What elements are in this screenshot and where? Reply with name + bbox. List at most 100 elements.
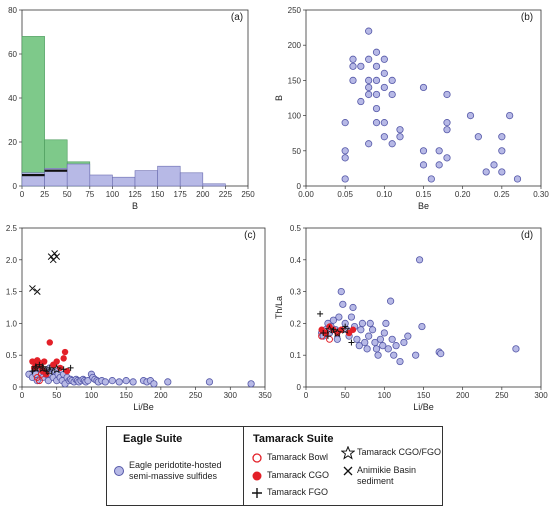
panel-b-eagle-point bbox=[372, 119, 381, 127]
panel-d-eagle-point bbox=[349, 303, 357, 312]
panel-c-xtick-label: 0 bbox=[20, 391, 25, 400]
panel-b-eagle-point bbox=[372, 90, 381, 99]
legend-tamarack-cgo: Tamarack CGO bbox=[267, 470, 330, 480]
panel-b-eagle-point bbox=[435, 147, 443, 155]
panel-d-eagle-point bbox=[347, 313, 356, 321]
panel-d-eagle-point bbox=[333, 335, 341, 343]
panel-c-xtick-label: 200 bbox=[154, 391, 168, 400]
legend-eagle-title: Eagle Suite bbox=[123, 433, 183, 445]
panel-b: 0.00 0.05 0.10 0.15 0.20 0.25 0.30 0 50 100 150 200… bbox=[274, 6, 549, 211]
panel-d-eagle-point bbox=[390, 351, 398, 359]
panel-d-eagle-point bbox=[404, 332, 412, 340]
panel-c-eagle-point bbox=[115, 378, 123, 386]
panel-b-ytick-label: 100 bbox=[288, 112, 302, 121]
legend-tamarack-title: Tamarack Suite bbox=[253, 433, 334, 445]
panel-c-frame bbox=[21, 227, 266, 388]
panel-b-xtick-label: 0.00 bbox=[298, 190, 314, 199]
panel-b-eagle-point bbox=[482, 168, 490, 176]
panel-c-tamarack-fgo-point bbox=[67, 364, 74, 371]
panel-a-bar-purple bbox=[89, 174, 113, 187]
panel-b-xtick-label: 0.20 bbox=[455, 190, 471, 199]
panel-c-eagle-point bbox=[247, 380, 255, 388]
panel-d-eagle-point bbox=[329, 316, 338, 324]
panel-d-eagle-point bbox=[412, 351, 420, 359]
panel-c-xtick-label: 100 bbox=[85, 391, 99, 400]
panel-c-tamarack-cgo-fgo-point bbox=[37, 362, 48, 373]
legend-tamarack-cgo-fgo: Tamarack CGO/FGO bbox=[357, 447, 442, 457]
panel-b-eagle-point bbox=[443, 154, 451, 162]
panel-a-xtick-label: 125 bbox=[128, 190, 142, 199]
legend: Eagle Suite Eagle peridotite-hosted semi… bbox=[106, 426, 443, 506]
legend-animikie: Animikie Basin sediment bbox=[357, 465, 417, 486]
panel-b-eagle-point bbox=[443, 119, 451, 127]
legend-eagle-item: Eagle peridotite-hosted semi-massive sul… bbox=[129, 460, 222, 482]
panel-c-animikie-point bbox=[53, 253, 61, 260]
panel-d-eagle-point bbox=[355, 342, 363, 350]
panel-c-eagle-point bbox=[122, 377, 130, 385]
panel-c-tamarack-cgo-fgo-point bbox=[51, 364, 62, 374]
panel-b-eagle-point bbox=[419, 161, 428, 169]
panel-d-tamarack-fgo-point bbox=[348, 339, 355, 346]
panel-b-eagle-point bbox=[506, 112, 514, 120]
panel-d-eagle-point bbox=[386, 297, 395, 305]
panel-a-xtick-label: 150 bbox=[151, 190, 165, 199]
panel-b-xtick-label: 0.30 bbox=[533, 190, 549, 199]
panel-d-eagle-point bbox=[512, 345, 520, 353]
panel-c-tamarack-cgo-point bbox=[46, 339, 53, 346]
panel-a-xtick-label: 200 bbox=[196, 190, 210, 199]
panel-a-ytick-label: 60 bbox=[8, 50, 17, 59]
panel-a-xtick-label: 0 bbox=[20, 190, 25, 199]
panel-a-label: (a) bbox=[231, 12, 243, 23]
panel-c-ytick-label: 2.5 bbox=[6, 224, 18, 233]
panel-d-eagle-point bbox=[339, 300, 347, 308]
panel-b-eagle-point bbox=[513, 175, 522, 183]
panel-b-xtick-label: 0.05 bbox=[337, 190, 353, 199]
panel-c-eagle-point bbox=[101, 378, 109, 386]
panel-b-frame bbox=[305, 9, 542, 187]
panel-c-tamarack-fgo-point bbox=[60, 366, 67, 373]
panel-d-eagle-point bbox=[363, 345, 371, 353]
panel-b-eagle-point bbox=[365, 90, 373, 99]
tamarack-bowl-marker-icon bbox=[252, 453, 262, 463]
panel-c-tamarack-fgo-point bbox=[43, 368, 50, 375]
figure: 0255075100125150175200225250020406080BFr… bbox=[6, 6, 549, 412]
panel-d-xtick-label: 50 bbox=[341, 391, 350, 400]
panel-d-tamarack-cgo-fgo-point bbox=[332, 327, 343, 338]
panel-d-eagle-point bbox=[366, 319, 374, 327]
panel-b-eagle-point bbox=[349, 76, 357, 85]
panel-c-eagle-point bbox=[108, 377, 116, 385]
eagle-marker-icon bbox=[114, 466, 124, 476]
panel-d-xlabel: Li/Be bbox=[413, 402, 434, 412]
panel-c-ytick-label: 0.5 bbox=[6, 351, 18, 360]
panel-b-eagle-point bbox=[396, 133, 404, 141]
panel-d-eagle-point bbox=[361, 338, 369, 347]
panel-b-eagle-point bbox=[372, 48, 381, 56]
panel-c-xtick-label: 50 bbox=[52, 391, 61, 400]
panel-c-eagle-point bbox=[129, 378, 137, 386]
panel-d-tamarack-fgo-point bbox=[324, 333, 331, 340]
panel-c-tamarack-cgo-point bbox=[53, 358, 60, 365]
panel-b-eagle-point bbox=[341, 175, 349, 183]
panel-b-eagle-point bbox=[419, 83, 428, 92]
panel-a-xtick-label: 100 bbox=[106, 190, 120, 199]
panel-a-xtick-label: 25 bbox=[40, 190, 49, 199]
panel-b-eagle-point bbox=[396, 126, 404, 134]
panel-b-eagle-point bbox=[372, 62, 381, 70]
panel-c-animikie-point bbox=[29, 285, 36, 292]
panel-d-eagle-point bbox=[418, 322, 426, 331]
panel-b-eagle-point bbox=[380, 133, 388, 141]
panel-d-ytick-label: 0.2 bbox=[290, 319, 302, 328]
panel-d-xtick-label: 100 bbox=[378, 391, 392, 400]
panel-b-eagle-point bbox=[380, 69, 388, 77]
panel-b-eagle-point bbox=[498, 147, 506, 155]
panel-a-ytick-label: 0 bbox=[13, 182, 18, 191]
tamarack-fgo-marker-icon bbox=[252, 488, 262, 498]
panel-b-xtick-label: 0.10 bbox=[377, 190, 393, 199]
animikie-marker-icon bbox=[343, 466, 353, 476]
panel-a-bar-purple bbox=[202, 183, 226, 187]
panel-b-ytick-label: 50 bbox=[292, 147, 301, 156]
panel-b-eagle-point bbox=[349, 62, 357, 70]
panel-c: 0 50 100 150 200 250 300 350 0 0.5 1.0 1.5 2.0 2.5 Li/… bbox=[6, 224, 272, 412]
panel-d-eagle-point bbox=[380, 329, 388, 337]
panel-b-eagle-point bbox=[349, 55, 357, 63]
